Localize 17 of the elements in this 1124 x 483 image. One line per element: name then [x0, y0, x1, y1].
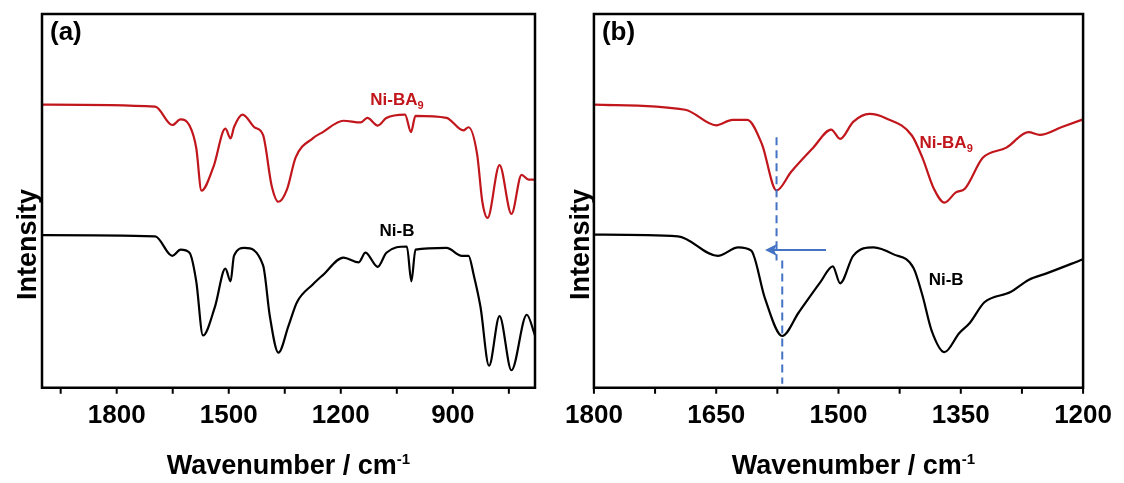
- y-axis-title: Intensity: [12, 188, 43, 300]
- chart-title: (a): [50, 16, 82, 47]
- x-tick-label: 1500: [199, 398, 258, 429]
- x-tick-label: 1200: [1054, 398, 1112, 429]
- x-tick-label: 1800: [565, 398, 623, 429]
- x-tick-label: 1350: [931, 398, 990, 429]
- series-label: Ni-B: [379, 221, 415, 241]
- chart-title: (b): [601, 16, 636, 47]
- x-axis-title: Wavenumber / cm$^{-1}$: [165, 450, 412, 481]
- y-axis-title: Intensity: [565, 188, 596, 300]
- x-tick-label: 1800: [87, 398, 146, 429]
- x-axis-title: Wavenumber / cm$^{-1}$: [730, 450, 977, 481]
- x-tick-label: 1650: [687, 398, 746, 429]
- series-label: Ni-B: [928, 270, 964, 290]
- x-tick-label: 900: [431, 398, 475, 429]
- x-tick-label: 1200: [311, 398, 370, 429]
- x-tick-label: 1500: [809, 398, 868, 429]
